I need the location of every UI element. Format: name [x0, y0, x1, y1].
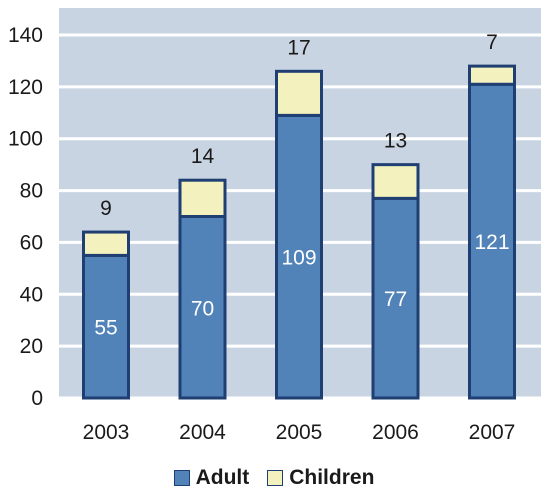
bar-children-2006: [371, 163, 420, 200]
legend: Adult Children: [0, 466, 548, 490]
data-label-children-2004: 14: [191, 145, 215, 168]
data-label-children-2006: 13: [384, 130, 407, 153]
data-label-adult-2004: 70: [191, 297, 214, 320]
legend-item-children: Children: [267, 466, 374, 490]
data-label-adult-2003: 55: [94, 317, 117, 340]
data-label-children-2003: 9: [100, 197, 112, 220]
x-tick-label-2007: 2007: [469, 421, 516, 444]
data-label-adult-2006: 77: [384, 288, 407, 311]
legend-label-adult: Adult: [195, 466, 250, 489]
bar-adult-2005: [275, 113, 323, 400]
data-label-children-2007: 7: [486, 31, 498, 54]
bar-children-2003: [82, 230, 130, 257]
bars: 55 9 70 14 109 17 77 13 121 7: [82, 31, 516, 400]
x-axis-ticks: 2003 2004 2005 2006 2007: [83, 421, 516, 444]
y-axis-ticks: 0 20 40 60 80 100 120 140: [8, 24, 43, 410]
legend-swatch-adult: [173, 470, 190, 486]
legend-swatch-children: [267, 470, 284, 486]
bar-children-2007: [468, 64, 516, 86]
y-tick-label: 80: [20, 180, 43, 203]
y-tick-label: 0: [31, 387, 43, 410]
bar-children-2004: [178, 178, 227, 218]
y-tick-label: 140: [8, 24, 43, 47]
y-tick-label: 20: [20, 335, 43, 358]
data-label-children-2005: 17: [287, 36, 310, 59]
x-tick-label-2006: 2006: [372, 421, 419, 444]
data-label-adult-2005: 109: [281, 247, 316, 270]
legend-item-adult: Adult: [173, 466, 250, 490]
data-label-adult-2007: 121: [474, 231, 509, 254]
y-tick-label: 120: [8, 76, 43, 99]
x-tick-label-2005: 2005: [276, 421, 323, 444]
legend-label-children: Children: [289, 466, 375, 489]
x-tick-label-2003: 2003: [83, 421, 130, 444]
x-tick-label-2004: 2004: [179, 421, 226, 444]
bar-children-2005: [275, 69, 323, 117]
y-tick-label: 100: [8, 128, 43, 151]
bar-adult-2006: [371, 196, 420, 400]
bar-adult-2003: [82, 253, 130, 400]
y-tick-label: 40: [20, 283, 43, 306]
y-tick-label: 60: [20, 231, 43, 254]
